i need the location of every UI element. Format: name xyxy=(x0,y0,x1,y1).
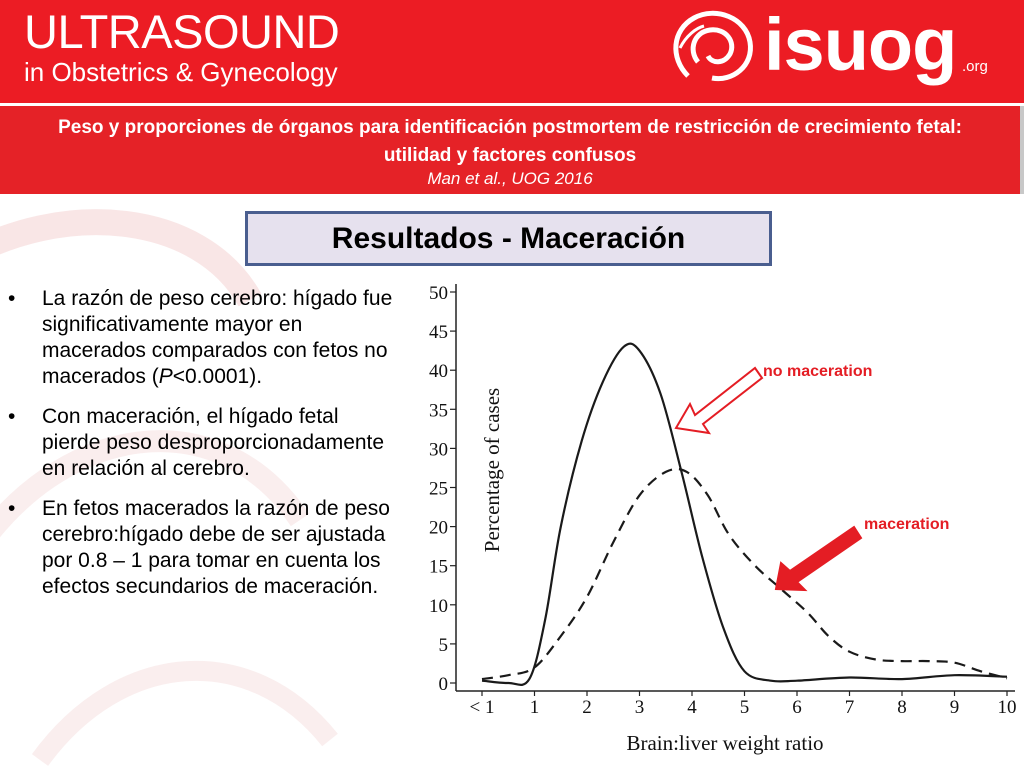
maceration-label: maceration xyxy=(864,516,949,533)
y-tick-label: 5 xyxy=(439,635,449,656)
bullet-text: Con maceración, el hígado fetal pierde p… xyxy=(42,405,385,480)
y-tick-label: 0 xyxy=(439,674,449,695)
chart-axes xyxy=(455,284,1015,692)
no-maceration-annotation: no maceration xyxy=(674,363,872,435)
x-tick-label: 3 xyxy=(635,697,645,718)
bullet-text-before: La razón de peso cerebro: hígado fue sig… xyxy=(42,287,393,388)
x-tick-label: 6 xyxy=(792,697,802,718)
bullet-text: En fetos macerados la razón de peso cere… xyxy=(42,497,390,598)
bullet-item: • En fetos macerados la razón de peso ce… xyxy=(8,496,393,600)
bullet-item: • Con maceración, el hígado fetal pierde… xyxy=(8,404,393,482)
x-tick-label: 1 xyxy=(530,697,540,718)
y-tick-label: 15 xyxy=(429,557,448,578)
outline-arrow-icon xyxy=(674,366,764,435)
journal-title: ULTRASOUND xyxy=(24,5,340,58)
no-maceration-series-line xyxy=(481,342,1008,686)
journal-subtitle: in Obstetrics & Gynecology xyxy=(24,57,338,87)
x-axis-label: Brain:liver weight ratio xyxy=(626,731,823,755)
journal-header: ULTRASOUND in Obstetrics & Gynecology is… xyxy=(0,0,1024,103)
series-layer xyxy=(481,342,1008,686)
y-tick-label: 10 xyxy=(429,596,448,617)
paper-banner: Peso y proporciones de órganos para iden… xyxy=(0,106,1024,194)
maceration-annotation: maceration xyxy=(774,516,949,592)
bullet-dot-icon: • xyxy=(8,405,16,428)
maceration-series-line xyxy=(481,467,1008,681)
isuog-logo-text: isuog xyxy=(764,3,957,86)
section-title-box: Resultados - Maceración xyxy=(245,211,772,266)
y-tick-label: 50 xyxy=(429,283,448,304)
x-tick-label: 5 xyxy=(740,697,750,718)
x-tick-label: 8 xyxy=(897,697,907,718)
x-tick-label: 2 xyxy=(582,697,592,718)
x-axis-ticks: < 1 1 2 3 4 5 6 7 8 9 10 xyxy=(470,691,1017,718)
filled-arrow-icon xyxy=(774,525,863,592)
x-tick-label: 7 xyxy=(845,697,855,718)
x-tick-label: 9 xyxy=(950,697,960,718)
section-title: Resultados - Maceración xyxy=(331,221,686,255)
bullet-dot-icon: • xyxy=(8,287,16,310)
isuog-logo-suffix: .org xyxy=(962,58,988,75)
x-tick-label: < 1 xyxy=(470,697,495,718)
y-tick-label: 25 xyxy=(429,479,448,500)
x-tick-label: 10 xyxy=(998,697,1017,718)
y-axis-label: Percentage of cases xyxy=(480,388,504,552)
y-axis-ticks: 0 5 10 15 20 25 30 35 40 45 50 xyxy=(429,283,456,695)
bullet-text-italic: P xyxy=(158,365,173,388)
paper-title: Peso y proporciones de órganos para iden… xyxy=(58,117,962,166)
bullet-dot-icon: • xyxy=(8,497,16,520)
y-tick-label: 30 xyxy=(429,439,448,460)
x-tick-label: 4 xyxy=(687,697,697,718)
y-tick-label: 35 xyxy=(429,400,448,421)
bullet-list: • La razón de peso cerebro: hígado fue s… xyxy=(8,286,393,614)
y-tick-label: 40 xyxy=(429,361,448,382)
no-maceration-label: no maceration xyxy=(763,363,872,380)
paper-citation: Man et al., UOG 2016 xyxy=(427,169,593,188)
y-tick-label: 20 xyxy=(429,518,448,539)
bullet-text-after: <0.0001). xyxy=(172,365,263,388)
y-tick-label: 45 xyxy=(429,322,448,343)
isuog-fetus-logo-icon xyxy=(673,10,753,82)
bullet-item: • La razón de peso cerebro: hígado fue s… xyxy=(8,286,393,390)
